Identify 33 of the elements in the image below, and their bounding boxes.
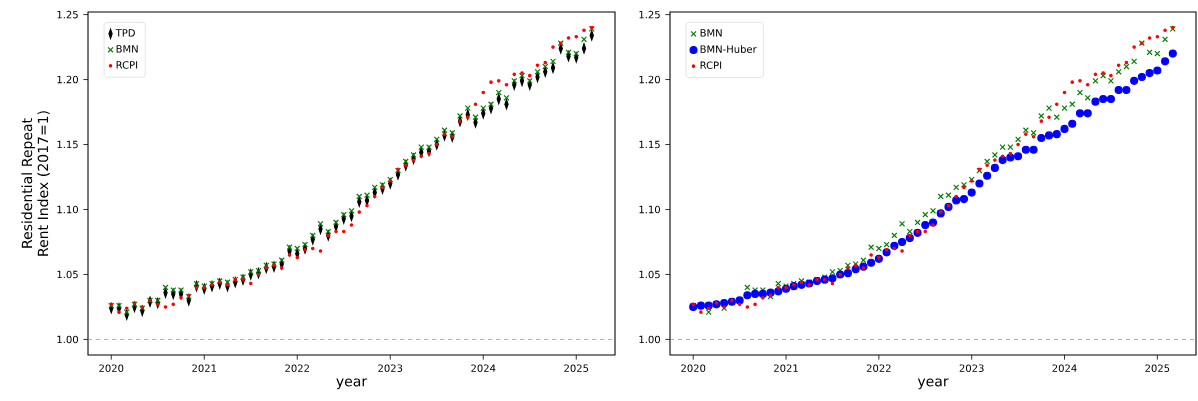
x-axis-title: year bbox=[917, 378, 949, 390]
x-tick-label: 2020 bbox=[681, 364, 706, 372]
y-axis-title: Residential Repeat Rent Index (2017=1) bbox=[21, 111, 50, 256]
y-tick-label: 1.05 bbox=[639, 270, 660, 279]
x-axis-title: year bbox=[336, 378, 368, 390]
y-tick-label: 1.15 bbox=[639, 140, 660, 149]
x-tick-label: 2024 bbox=[471, 364, 496, 372]
legend-label: RCPI bbox=[700, 61, 722, 70]
y-tick-label: 1.10 bbox=[639, 205, 660, 214]
x-tick-label: 2023 bbox=[378, 364, 403, 372]
legend-label: BMN bbox=[700, 29, 722, 37]
x-tick-label: 2022 bbox=[866, 364, 891, 372]
x-tick-label: 2021 bbox=[192, 364, 217, 372]
x-tick-label: 2025 bbox=[564, 364, 589, 372]
x-tick-label: 2024 bbox=[1052, 364, 1077, 372]
x-tick-label: 2023 bbox=[959, 364, 984, 372]
y-tick-label: 1.00 bbox=[639, 335, 660, 344]
legend-label: BMN bbox=[116, 45, 138, 53]
y-tick-label: 1.15 bbox=[57, 140, 78, 149]
x-tick-label: 2020 bbox=[99, 364, 124, 372]
x-tick-label: 2022 bbox=[285, 364, 309, 372]
x-tick-label: 2021 bbox=[774, 364, 798, 372]
legend-label: RCPI bbox=[116, 61, 138, 69]
y-tick-label: 1.20 bbox=[639, 75, 660, 84]
legend-label: BMN-Huber bbox=[700, 45, 757, 53]
legend-label: TPD bbox=[115, 29, 135, 37]
y-tick-label: 1.00 bbox=[57, 335, 78, 344]
y-tick-label: 1.25 bbox=[639, 10, 660, 19]
y-tick-label: 1.20 bbox=[57, 75, 78, 84]
y-tick-label: 1.10 bbox=[57, 205, 78, 214]
y-tick-label: 1.25 bbox=[57, 10, 78, 19]
x-tick-label: 2025 bbox=[1145, 364, 1170, 372]
y-tick-label: 1.05 bbox=[57, 270, 78, 279]
